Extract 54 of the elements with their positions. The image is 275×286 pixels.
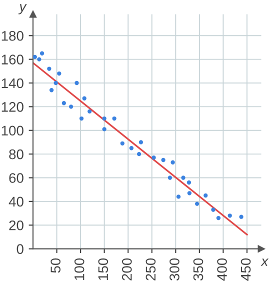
x-tick-label: 300 [170, 258, 180, 280]
point [152, 156, 156, 160]
point [161, 158, 166, 162]
x-tick-label: 450 [240, 258, 251, 281]
point [37, 57, 42, 62]
point [74, 80, 79, 86]
point [88, 109, 92, 114]
x-tick-label: 350 [193, 258, 204, 280]
point [120, 141, 124, 146]
point [176, 194, 181, 199]
y-tick-label: 120 [2, 102, 24, 112]
point [129, 146, 134, 150]
point [136, 152, 142, 156]
point [57, 71, 62, 76]
point [216, 216, 221, 220]
x-tick-label: 400 [217, 258, 227, 281]
point [102, 116, 106, 121]
point [194, 202, 200, 206]
x-tick-label: 100 [74, 258, 84, 280]
y-tick-label: 60 [9, 173, 24, 183]
point [54, 80, 58, 86]
point [211, 208, 216, 212]
x-tick-label: 150 [98, 258, 108, 280]
y-axis-title: y [18, 4, 27, 14]
point [186, 180, 192, 185]
x-axis-title: x [260, 258, 269, 266]
point [62, 101, 66, 106]
x-tick-label: 50 [50, 258, 61, 273]
point [68, 104, 74, 109]
y-tick-label: 160 [2, 54, 24, 64]
point [204, 193, 208, 198]
point [170, 160, 175, 164]
point [47, 66, 52, 71]
y-tick-label: 40 [8, 196, 24, 207]
point [239, 214, 244, 219]
point [33, 54, 37, 60]
y-tick-label: 0 [16, 244, 24, 254]
y-tick-label: 20 [9, 220, 24, 230]
y-tick-label: 100 [2, 126, 24, 136]
y-tick-label: 140 [2, 78, 24, 88]
y-tick-label: 80 [9, 149, 24, 160]
point [138, 140, 144, 144]
point [187, 191, 192, 196]
point [40, 51, 44, 56]
point [228, 214, 232, 218]
point [102, 127, 106, 132]
y-tick-label: 180 [2, 30, 24, 41]
point [49, 88, 54, 92]
point [82, 96, 86, 100]
x-tick-label: 250 [146, 258, 156, 280]
point [112, 116, 116, 121]
x-tick-label: 200 [122, 258, 132, 280]
point [168, 176, 172, 180]
point [79, 116, 84, 121]
